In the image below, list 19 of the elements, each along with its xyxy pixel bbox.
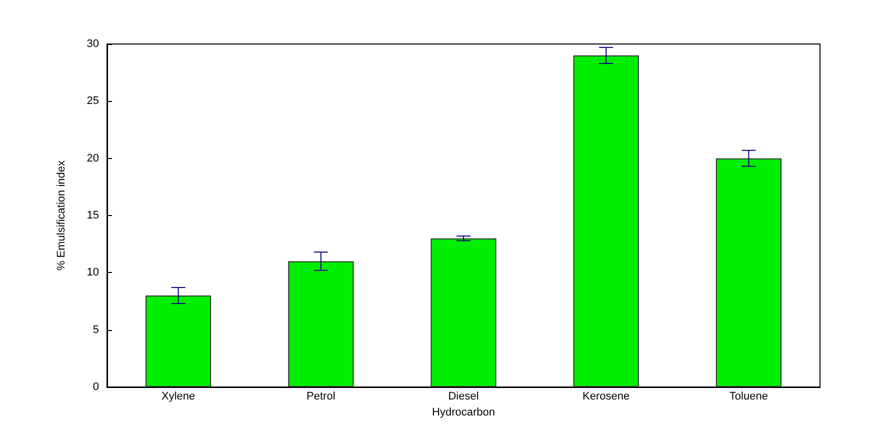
y-tick-label: 30 (86, 38, 99, 50)
y-tick-label: 25 (86, 95, 99, 108)
x-tick-label: Diesel (448, 390, 479, 402)
bar (573, 55, 639, 387)
bar (430, 238, 496, 387)
y-axis-title: % Emulsification index (56, 160, 68, 271)
x-axis-title: Hydrocarbon (432, 406, 495, 418)
x-tick-label: Petrol (306, 390, 336, 402)
x-tick-label: Kerosene (582, 390, 630, 402)
y-tick-label: 15 (86, 210, 99, 222)
y-tick-label: 5 (92, 324, 99, 336)
x-tick-label: Xylene (161, 390, 196, 402)
y-tick-label: 0 (92, 381, 99, 393)
x-tick-label: Toluene (729, 390, 768, 402)
y-tick-label: 10 (86, 266, 99, 279)
bar (288, 261, 354, 387)
bar (716, 158, 782, 387)
bar (146, 296, 212, 387)
y-tick-label: 20 (86, 152, 99, 164)
